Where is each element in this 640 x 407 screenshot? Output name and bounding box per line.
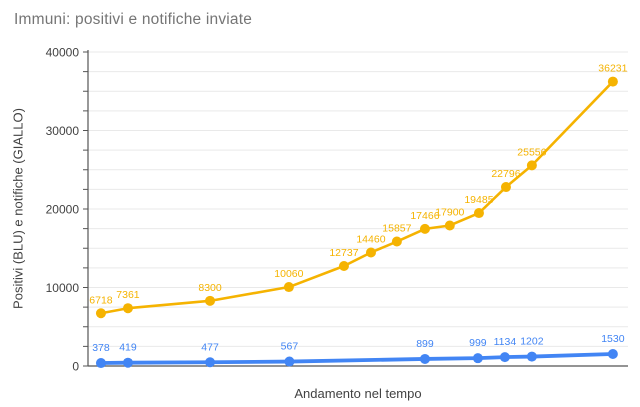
data-point-label: 6718 bbox=[89, 294, 113, 306]
data-point bbox=[283, 282, 294, 293]
y-tick-label: 20000 bbox=[46, 203, 80, 217]
data-point bbox=[95, 358, 106, 369]
data-point bbox=[391, 236, 402, 247]
data-point-label: 17900 bbox=[435, 206, 464, 218]
data-point bbox=[205, 357, 216, 368]
data-point bbox=[419, 353, 430, 364]
data-point-label: 378 bbox=[92, 342, 110, 354]
data-point-label: 7361 bbox=[116, 289, 140, 301]
series-line-giallo bbox=[99, 80, 615, 315]
data-point-label: 999 bbox=[469, 337, 487, 349]
data-point-label: 1202 bbox=[520, 336, 544, 348]
data-point bbox=[607, 348, 618, 359]
data-point-label: 10060 bbox=[274, 268, 303, 280]
data-point-label: 17466 bbox=[410, 210, 439, 222]
data-point bbox=[338, 261, 349, 272]
data-point-label: 19485 bbox=[464, 194, 493, 206]
data-point bbox=[419, 223, 430, 234]
y-tick-label: 10000 bbox=[46, 281, 80, 295]
data-point bbox=[499, 352, 510, 363]
data-point bbox=[122, 303, 133, 314]
data-point bbox=[205, 295, 216, 306]
data-point-label: 15857 bbox=[382, 223, 411, 235]
data-point-label: 567 bbox=[281, 341, 299, 353]
data-point-label: 12737 bbox=[329, 247, 358, 259]
data-point bbox=[365, 247, 376, 258]
data-point-label: 1134 bbox=[494, 336, 517, 348]
data-point bbox=[607, 76, 618, 87]
chart-title: Immuni: positivi e notifiche inviate bbox=[14, 11, 253, 28]
data-point bbox=[526, 351, 537, 362]
data-point-label: 36231 bbox=[598, 63, 627, 75]
data-point bbox=[122, 357, 133, 368]
data-point-label: 477 bbox=[201, 341, 219, 353]
data-point bbox=[526, 160, 537, 171]
y-tick-label: 30000 bbox=[46, 124, 80, 138]
data-point-label: 25556 bbox=[517, 146, 546, 158]
x-axis-title: Andamento nel tempo bbox=[294, 386, 422, 401]
data-point-label: 419 bbox=[119, 342, 137, 354]
data-point-label: 14460 bbox=[356, 233, 385, 245]
data-point-label: 899 bbox=[416, 338, 434, 350]
data-point-label: 1530 bbox=[601, 333, 625, 345]
data-point bbox=[95, 308, 106, 319]
data-point bbox=[472, 353, 483, 364]
data-point-label: 22796 bbox=[491, 168, 520, 180]
data-point-label: 8300 bbox=[198, 282, 222, 294]
data-point bbox=[444, 220, 455, 231]
y-tick-label: 40000 bbox=[46, 46, 80, 60]
data-point bbox=[473, 208, 484, 219]
data-point bbox=[284, 356, 295, 367]
data-point bbox=[500, 182, 511, 193]
y-tick-label: 0 bbox=[72, 360, 79, 374]
